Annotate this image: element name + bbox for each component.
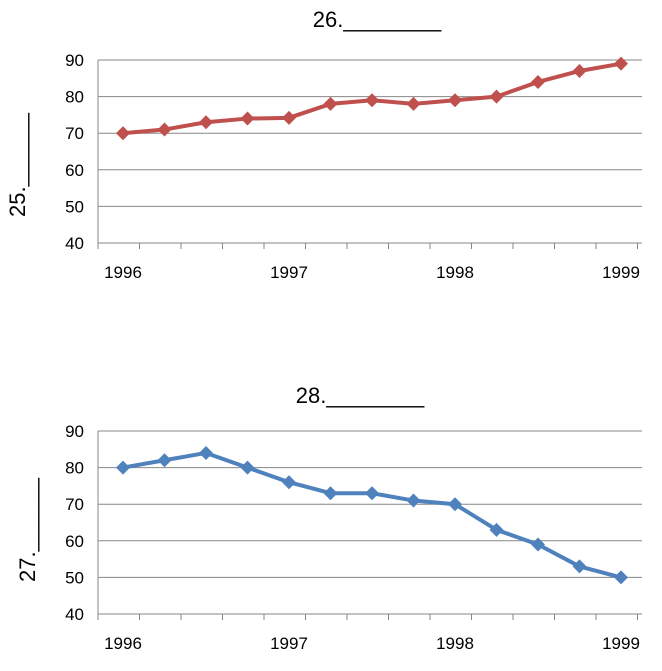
data-point-marker (365, 93, 379, 108)
x-tick-label: 1998 (436, 263, 474, 282)
x-tick-label: 1997 (270, 263, 308, 282)
y-tick-label: 70 (65, 124, 84, 143)
x-tick-label: 1999 (602, 634, 640, 653)
y-axis-label: 25.______ (5, 112, 30, 217)
y-tick-label: 60 (65, 532, 84, 551)
y-tick-label: 40 (65, 234, 84, 253)
data-point-marker (448, 93, 462, 108)
y-tick-label: 80 (65, 459, 84, 478)
data-point-marker (157, 453, 172, 468)
data-point-marker (531, 74, 545, 89)
data-point-marker (282, 475, 296, 490)
data-point-marker (531, 537, 545, 552)
top-chart-svg: 40 50 60 70 80 90 1996 1997 1998 1999 26.________ 2… (5, 7, 642, 282)
x-tick-label: 1999 (602, 263, 640, 282)
data-point-marker (572, 559, 587, 574)
data-point-marker (489, 89, 504, 104)
data-point-marker (323, 96, 338, 111)
data-point-marker (406, 96, 421, 111)
data-point-marker (282, 110, 296, 125)
y-tick-label: 80 (65, 88, 84, 107)
chart-title: 26.________ (313, 7, 442, 32)
data-point-marker (240, 111, 255, 126)
y-tick-label: 50 (65, 197, 84, 216)
y-tick-label: 90 (65, 51, 84, 70)
y-tick-label: 50 (65, 568, 84, 587)
data-point-marker (323, 486, 338, 501)
data-point-marker (116, 126, 130, 141)
bottom-chart: 40 50 60 70 80 90 1996 1997 1998 1999 28.________ 2… (0, 360, 662, 666)
x-tick-label: 1998 (436, 634, 474, 653)
y-tick-label: 40 (65, 605, 84, 624)
y-tick-label: 70 (65, 495, 84, 514)
x-tick-label: 1997 (270, 634, 308, 653)
data-point-marker (199, 115, 213, 130)
y-tick-label: 90 (65, 422, 84, 441)
data-point-marker (614, 570, 628, 585)
chart-title: 28.________ (296, 383, 425, 408)
y-tick-label: 60 (65, 161, 84, 180)
data-point-marker (614, 56, 628, 71)
data-point-marker (406, 493, 421, 508)
data-point-marker (116, 460, 130, 475)
x-tick-label: 1996 (104, 263, 142, 282)
data-point-marker (489, 522, 504, 537)
data-point-marker (240, 460, 255, 475)
series-line (122, 450, 622, 580)
x-tick-label: 1996 (104, 634, 142, 653)
data-point-marker (572, 63, 587, 78)
data-point-marker (448, 497, 462, 512)
data-point-marker (199, 445, 213, 460)
bottom-chart-svg: 40 50 60 70 80 90 1996 1997 1998 1999 28.________ 2… (15, 383, 642, 653)
top-chart: 40 50 60 70 80 90 1996 1997 1998 1999 26.________ 2… (0, 0, 662, 300)
data-point-marker (157, 122, 172, 137)
y-axis-label: 27.______ (15, 477, 40, 582)
data-point-marker (365, 486, 379, 501)
